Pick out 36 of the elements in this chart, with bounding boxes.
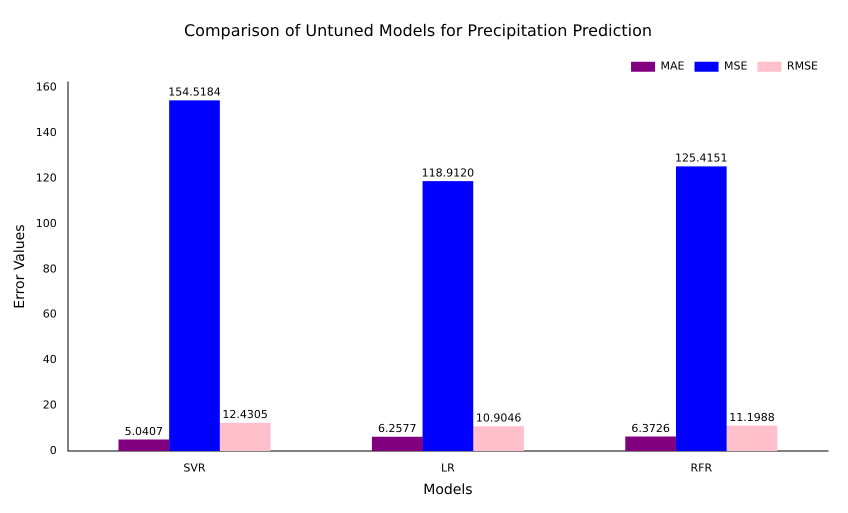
data-label: 11.1988 [729,410,775,424]
bar [676,166,727,451]
bar [726,426,778,451]
y-tick-label: 60 [42,308,57,321]
legend-label: RMSE [786,60,818,73]
y-tick-label: 20 [42,398,57,412]
data-label: 6.3726 [631,422,670,435]
y-tick-label: 0 [50,444,57,457]
data-label: 12.4305 [222,408,268,422]
bar [220,422,271,451]
bar [422,181,474,451]
bar [118,440,170,451]
x-tick-label: RFR [690,461,712,474]
y-tick-label: 120 [36,172,57,185]
x-axis-title: Models [423,482,473,498]
chart-title: Comparison of Untuned Models for Precipitation Prediction [184,20,652,40]
y-tick-label: 140 [36,126,57,140]
y-tick-label: 160 [36,80,57,94]
y-tick-label: 100 [36,216,57,230]
data-label: 118.9120 [422,166,474,180]
data-label: 5.0407 [124,424,164,438]
x-tick-label: LR [441,461,456,474]
bar [625,436,676,451]
data-label: 6.2577 [378,422,416,436]
bar [473,426,524,451]
y-tick-label: 40 [42,353,57,366]
legend-label: MSE [724,60,748,73]
bar [372,436,423,451]
legend-label: MAE [660,60,685,73]
y-axis-title: Error Values [12,224,28,309]
data-label: 154.5184 [168,86,221,99]
data-label: 10.9046 [476,412,522,425]
data-label: 125.4151 [675,152,728,165]
x-tick-label: SVR [183,461,206,474]
bar [169,100,220,451]
y-tick-label: 80 [42,262,57,276]
